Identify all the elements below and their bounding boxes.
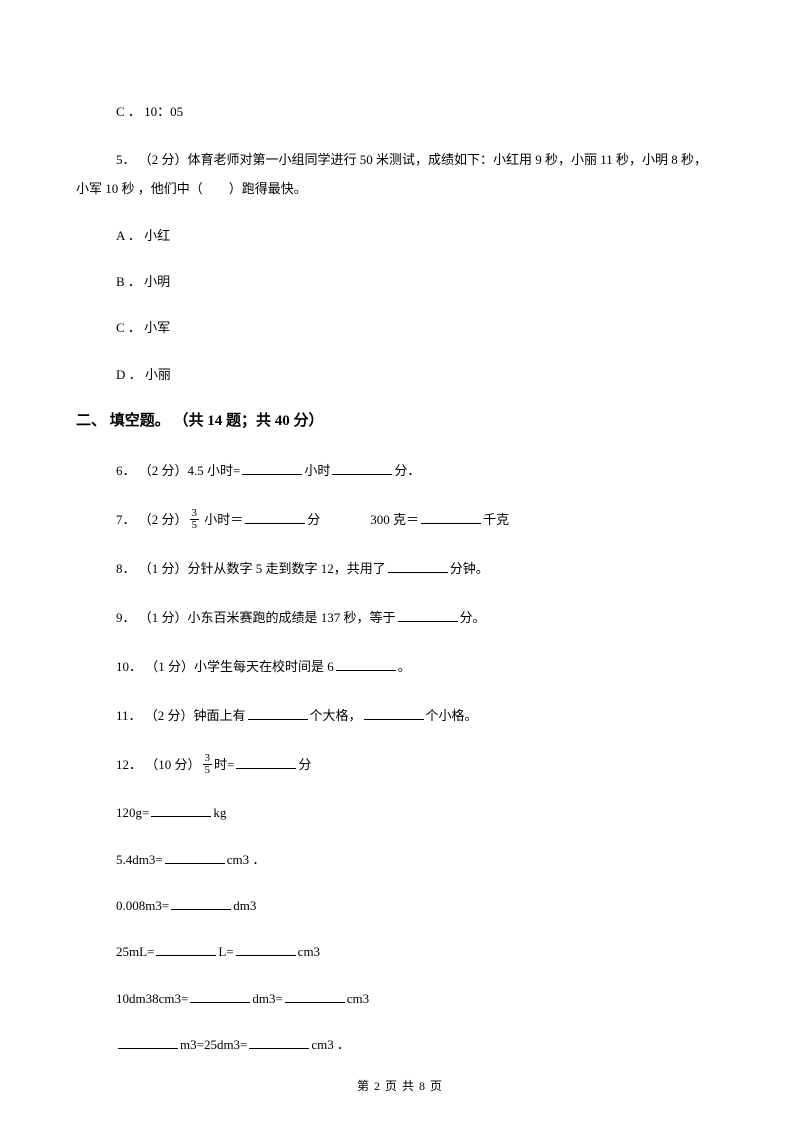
q5-option-a: A ． 小红 bbox=[76, 224, 724, 247]
q11-suffix: 个小格。 bbox=[426, 708, 478, 723]
q12-mid: 时= bbox=[214, 757, 234, 772]
q9-suffix: 分。 bbox=[460, 610, 486, 625]
fraction-3-5: 35 bbox=[203, 753, 213, 776]
blank bbox=[151, 803, 211, 817]
q12-line4: 0.008m3= dm3 bbox=[76, 894, 724, 917]
q11: 11． （2 分）钟面上有 个大格， 个小格。 bbox=[76, 703, 724, 729]
q12-l5a: 25mL= bbox=[116, 944, 154, 959]
q8-prefix: 8． （1 分）分针从数字 5 走到数字 12，共用了 bbox=[116, 561, 386, 576]
q12-l2a: 120g= bbox=[116, 805, 149, 820]
blank bbox=[156, 942, 216, 956]
blank bbox=[236, 755, 296, 769]
q11-mid: 个大格， bbox=[310, 708, 362, 723]
blank bbox=[285, 989, 345, 1003]
q12-l3b: cm3 ． bbox=[227, 852, 266, 867]
blank bbox=[398, 608, 458, 622]
q12-l2b: kg bbox=[213, 805, 226, 820]
q9: 9． （1 分）小东百米赛跑的成绩是 137 秒，等于 分。 bbox=[76, 605, 724, 631]
blank bbox=[242, 461, 302, 475]
q10: 10． （1 分）小学生每天在校时间是 6 。 bbox=[76, 654, 724, 680]
blank bbox=[190, 989, 250, 1003]
blank bbox=[421, 510, 481, 524]
fraction-3-5: 35 bbox=[190, 508, 200, 531]
q7-prefix: 7． （2 分） bbox=[116, 512, 188, 527]
q7-mid3: 300 克＝ bbox=[370, 512, 419, 527]
q12-line3: 5.4dm3= cm3 ． bbox=[76, 848, 724, 871]
q5-block: 5． （2 分）体育老师对第一小组同学进行 50 米测试，成绩如下：小红用 9 … bbox=[76, 146, 724, 203]
q10-prefix: 10． （1 分）小学生每天在校时间是 6 bbox=[116, 659, 334, 674]
q12: 12． （10 分）35时= 分 bbox=[76, 752, 724, 778]
q12-l6a: 10dm38cm3= bbox=[116, 991, 188, 1006]
blank bbox=[165, 850, 225, 864]
q12-line6: 10dm38cm3= dm3= cm3 bbox=[76, 987, 724, 1010]
section-2-header: 二、 填空题。 （共 14 题；共 40 分） bbox=[76, 409, 724, 430]
numerator: 3 bbox=[190, 508, 200, 520]
denominator: 5 bbox=[203, 765, 213, 776]
q11-prefix: 11． （2 分）钟面上有 bbox=[116, 708, 246, 723]
q12-l4a: 0.008m3= bbox=[116, 898, 169, 913]
blank bbox=[336, 657, 396, 671]
blank bbox=[332, 461, 392, 475]
q7: 7． （2 分）35 小时＝ 分 300 克＝ 千克 bbox=[76, 507, 724, 533]
blank bbox=[249, 1035, 309, 1049]
q12-line2: 120g= kg bbox=[76, 801, 724, 824]
q12-line5: 25mL= L= cm3 bbox=[76, 940, 724, 963]
q12-l6c: cm3 bbox=[347, 991, 369, 1006]
blank bbox=[171, 896, 231, 910]
q6-prefix: 6． （2 分）4.5 小时= bbox=[116, 463, 240, 478]
blank bbox=[248, 706, 308, 720]
q8: 8． （1 分）分针从数字 5 走到数字 12，共用了 分钟。 bbox=[76, 556, 724, 582]
q6-mid: 小时 bbox=[304, 463, 330, 478]
q12-l3a: 5.4dm3= bbox=[116, 852, 163, 867]
q7-mid2: 分 bbox=[307, 512, 320, 527]
q4-option-c: C ． 10：05 bbox=[76, 100, 724, 123]
q12-l6b: dm3= bbox=[252, 991, 282, 1006]
numerator: 3 bbox=[203, 753, 213, 765]
q5-line1: 5． （2 分）体育老师对第一小组同学进行 50 米测试，成绩如下：小红用 9 … bbox=[76, 146, 724, 175]
q5-line2: 小军 10 秒 ，他们中（ ）跑得最快。 bbox=[76, 175, 724, 204]
q12-l7b: cm3 ． bbox=[311, 1037, 350, 1052]
q5-option-c: C ． 小军 bbox=[76, 316, 724, 339]
blank bbox=[364, 706, 424, 720]
q6: 6． （2 分）4.5 小时= 小时 分． bbox=[76, 458, 724, 484]
blank bbox=[245, 510, 305, 524]
q7-mid1: 小时＝ bbox=[201, 512, 243, 527]
q10-suffix: 。 bbox=[398, 659, 411, 674]
q12-line7: m3=25dm3= cm3 ． bbox=[76, 1033, 724, 1056]
page-content: C ． 10：05 5． （2 分）体育老师对第一小组同学进行 50 米测试，成… bbox=[0, 0, 800, 1056]
q9-prefix: 9． （1 分）小东百米赛跑的成绩是 137 秒，等于 bbox=[116, 610, 396, 625]
q12-l4b: dm3 bbox=[233, 898, 256, 913]
q12-prefix: 12． （10 分） bbox=[116, 757, 201, 772]
blank bbox=[236, 942, 296, 956]
blank bbox=[118, 1035, 178, 1049]
q12-suffix: 分 bbox=[298, 757, 311, 772]
q5-option-d: D ． 小丽 bbox=[76, 363, 724, 386]
q12-l5c: cm3 bbox=[298, 944, 320, 959]
page-footer: 第 2 页 共 8 页 bbox=[0, 1077, 800, 1094]
q12-l7a: m3=25dm3= bbox=[180, 1037, 247, 1052]
q5-option-b: B ． 小明 bbox=[76, 270, 724, 293]
denominator: 5 bbox=[190, 520, 200, 531]
blank bbox=[388, 559, 448, 573]
q8-suffix: 分钟。 bbox=[450, 561, 489, 576]
q7-suffix: 千克 bbox=[483, 512, 509, 527]
q6-suffix: 分． bbox=[394, 463, 420, 478]
q12-l5b: L= bbox=[218, 944, 233, 959]
